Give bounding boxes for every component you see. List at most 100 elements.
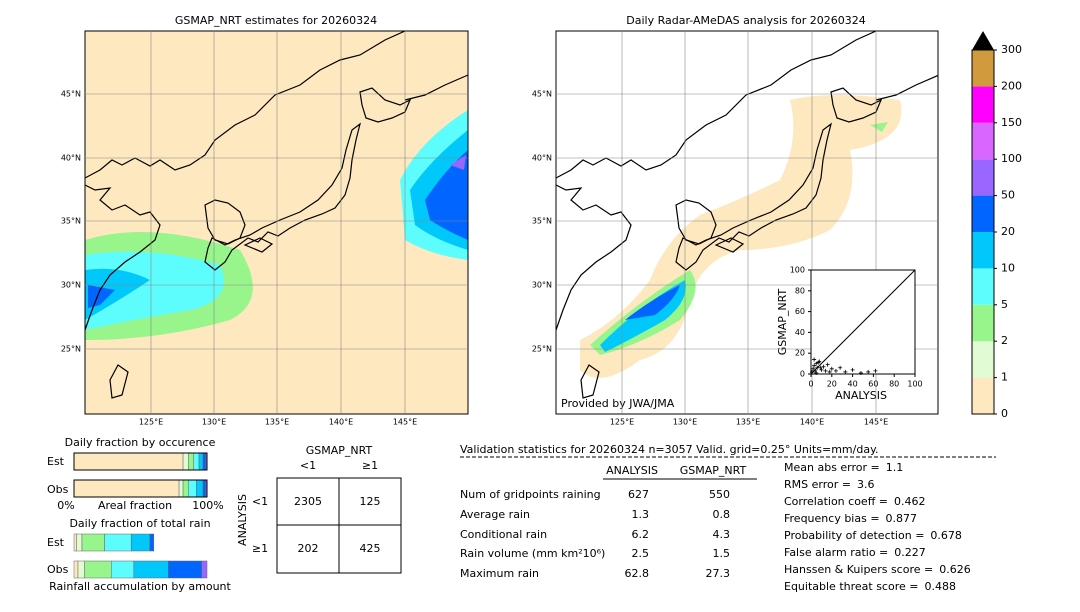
bar-segment (178, 479, 184, 498)
row-label: ≥1 (252, 542, 268, 555)
bar-segment (73, 533, 77, 552)
bar-segment (73, 560, 79, 579)
row-label: Est (47, 455, 65, 468)
point (858, 370, 863, 375)
y-tick-label: 100 (790, 266, 805, 275)
cell: 627 (628, 488, 649, 501)
colorbar-label: 50 (1001, 189, 1015, 202)
axis-label: 100% (192, 499, 223, 512)
score: Mean abs error = 1.1 (784, 461, 903, 474)
bar-segment (196, 479, 204, 498)
score-value: 3.6 (857, 478, 875, 491)
point (812, 357, 817, 362)
map-title: GSMAP_NRT estimates for 20260324 (175, 14, 377, 27)
bar-segment (73, 479, 180, 498)
cell: 202 (298, 542, 319, 555)
colorbar-segment (972, 50, 994, 87)
score-value: 0.678 (930, 529, 962, 542)
colorbar-segment (972, 122, 994, 160)
bar-segment (193, 452, 200, 471)
lat-label: 35°N (532, 217, 552, 226)
lat-label: 25°N (61, 345, 81, 354)
score-value: 0.462 (894, 495, 926, 508)
score-value: 0.227 (894, 546, 926, 559)
lat-label: 40°N (532, 154, 552, 163)
point (825, 362, 830, 367)
colorbar-label: 10 (1001, 261, 1015, 274)
score: Hanssen & Kuipers score = 0.626 (784, 563, 971, 576)
x-tick-label: 60 (868, 380, 878, 389)
point (814, 370, 819, 375)
row-label: Obs (47, 483, 69, 496)
point (819, 367, 824, 372)
point (850, 367, 855, 372)
score-label: Frequency bias = (784, 512, 880, 525)
colorbar-label: 2 (1001, 334, 1008, 347)
score-value: 0.877 (886, 512, 918, 525)
score: Correlation coeff = 0.462 (784, 495, 926, 508)
colorbar-label: 200 (1001, 79, 1022, 92)
score-label: RMS error = (784, 478, 851, 491)
row-label: Rain volume (mm km²10⁶) (460, 547, 605, 560)
lat-label: 40°N (61, 154, 81, 163)
row-label: Maximum rain (460, 567, 539, 580)
bar-frame (73, 452, 208, 471)
bar-segment (202, 452, 206, 471)
colorbar-label: 5 (1001, 298, 1008, 311)
colorbar-segment (972, 232, 994, 269)
bar-segment (76, 533, 83, 552)
bar-segment (77, 560, 85, 579)
cell: 62.8 (625, 567, 650, 580)
inset-ylabel: GSMAP_NRT (776, 289, 789, 356)
cell: 1.3 (632, 508, 650, 521)
cell: 6.2 (632, 528, 650, 541)
cell: 550 (709, 488, 730, 501)
cell: 0.8 (713, 508, 731, 521)
map-left (85, 31, 468, 414)
cell: 2305 (294, 495, 322, 508)
point (816, 360, 821, 365)
row-label: Num of gridpoints raining (460, 488, 601, 501)
point (821, 364, 826, 369)
y-tick-label: 80 (795, 286, 805, 295)
bar-segment (188, 479, 197, 498)
bar-segment (198, 452, 204, 471)
score: Frequency bias = 0.877 (784, 512, 917, 525)
credit: Provided by JWA/JMA (561, 397, 675, 410)
diagonal (810, 269, 916, 375)
map-title: Daily Radar-AMeDAS analysis for 20260324 (626, 14, 865, 27)
cell: 425 (360, 542, 381, 555)
point (838, 365, 843, 370)
bar-segment (168, 560, 202, 579)
row-title: ANALYSIS (236, 494, 249, 546)
x-tick-label: 0 (808, 380, 813, 389)
row-label: Est (47, 536, 65, 549)
bar-segment (73, 452, 184, 471)
bar-segment (182, 452, 189, 471)
y-tick-label: 60 (795, 307, 805, 316)
map-frame (555, 30, 939, 415)
colorbar-segment (972, 377, 994, 414)
cell: 1.5 (713, 547, 731, 560)
lon-label: 130°E (673, 418, 697, 427)
colorbar-label: 100 (1001, 152, 1022, 165)
score: Equitable threat score = 0.488 (784, 580, 956, 593)
row-label: Average rain (460, 508, 530, 521)
score-label: Hanssen & Kuipers score = (784, 563, 933, 576)
row-label: Obs (47, 563, 69, 576)
point (873, 368, 878, 373)
axis-label: Areal fraction (98, 499, 172, 512)
colorbar-segment (972, 86, 994, 123)
cell: 27.3 (706, 567, 731, 580)
bar-segment (201, 560, 208, 579)
score-value: 0.488 (924, 580, 956, 593)
lon-label: 145°E (393, 418, 417, 427)
bar-segment (110, 560, 135, 579)
bar-segment (182, 479, 189, 498)
cell: 4.3 (713, 528, 731, 541)
stats-header: Validation statistics for 20260324 n=305… (460, 443, 879, 456)
lat-label: 30°N (61, 281, 81, 290)
table-title: GSMAP_NRT (306, 444, 373, 457)
y-tick-label: 20 (795, 349, 805, 358)
